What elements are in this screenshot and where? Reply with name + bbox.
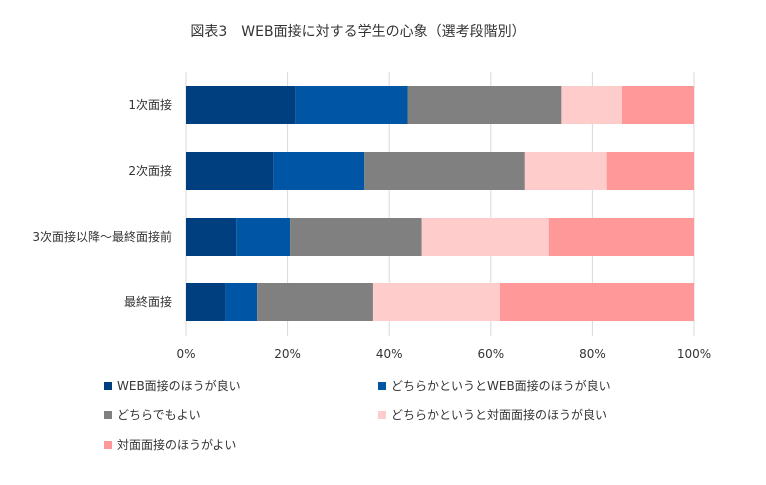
bar-segment-4-4	[372, 283, 500, 321]
category-label: 2次面接	[128, 163, 172, 178]
bar-segment-1-2	[295, 86, 408, 124]
x-tick-label: 60%	[477, 347, 504, 361]
bar-segment-3-3	[290, 218, 422, 256]
legend-swatch	[378, 382, 386, 390]
legend-label: どちらかというとWEB面接のほうが良い	[391, 378, 611, 393]
bar-segment-3-2	[236, 218, 291, 256]
bar-segment-1-1	[186, 86, 296, 124]
legend-swatch	[104, 411, 112, 419]
x-tick-labels: 0% 20% 40% 60% 80% 100%	[176, 347, 711, 361]
legend-swatch	[104, 441, 112, 449]
bar-segment-2-1	[186, 152, 274, 190]
x-tick-label: 0%	[176, 347, 195, 361]
bar-segment-1-4	[561, 86, 622, 124]
bar-segment-3-5	[548, 218, 694, 256]
bar-segment-2-4	[524, 152, 607, 190]
bar-segment-2-5	[606, 152, 694, 190]
bar-segment-1-5	[621, 86, 694, 124]
bar-segment-3-4	[421, 218, 549, 256]
x-tick-label: 20%	[274, 347, 301, 361]
category-label: 3次面接以降～最終面接前	[32, 229, 172, 244]
bar-segment-4-5	[499, 283, 694, 321]
bar-segment-4-3	[257, 283, 373, 321]
legend-swatch	[104, 382, 112, 390]
legend-label: 対面面接のほうがよい	[117, 437, 236, 452]
x-tick-label: 40%	[376, 347, 403, 361]
x-tick-label: 100%	[677, 347, 711, 361]
bar-segment-1-3	[407, 86, 562, 124]
bar-segment-2-3	[364, 152, 525, 190]
legend-label: どちらかというと対面面接のほうが良い	[391, 407, 607, 422]
bar-segment-3-1	[186, 218, 237, 256]
bars	[186, 86, 694, 321]
x-tick-label: 80%	[579, 347, 606, 361]
category-label: 1次面接	[128, 97, 172, 112]
legend-swatch	[378, 411, 386, 419]
bar-segment-4-1	[186, 283, 226, 321]
legend-label: WEB面接のほうが良い	[117, 378, 241, 393]
bar-segment-4-2	[225, 283, 258, 321]
legend-label: どちらでもよい	[117, 408, 201, 422]
bar-segment-2-2	[273, 152, 365, 190]
category-label: 最終面接	[124, 294, 172, 309]
chart-title: 図表3 WEB面接に対する学生の心象（選考段階別）	[190, 23, 525, 40]
